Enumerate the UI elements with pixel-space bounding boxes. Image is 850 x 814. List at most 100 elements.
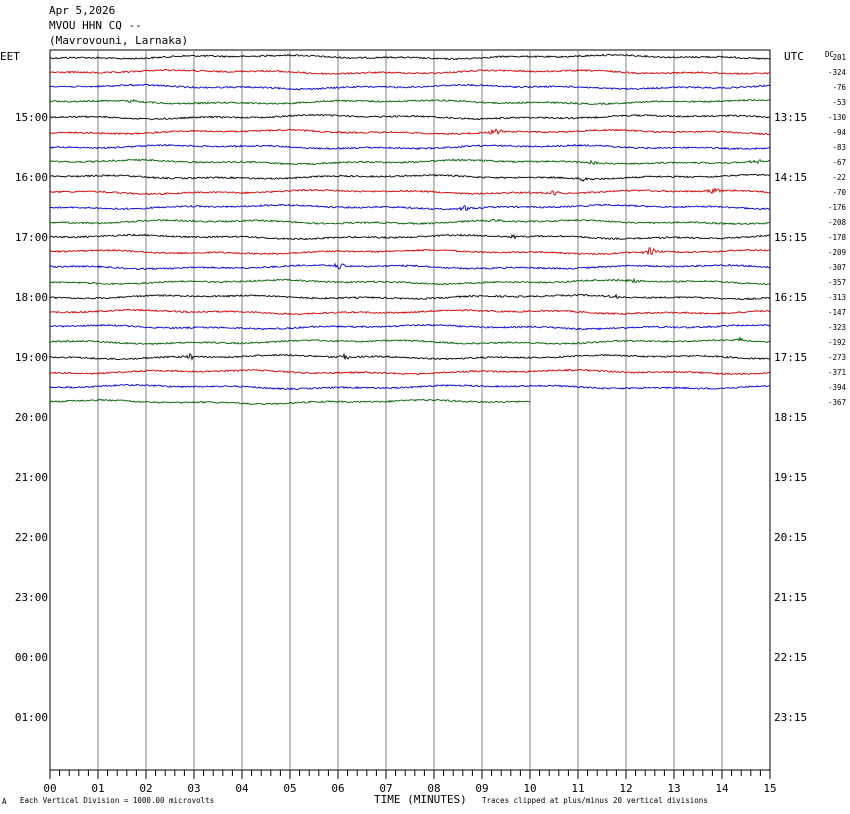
trace-line-4	[49, 98, 771, 106]
dc-offset-label: -394	[828, 383, 847, 392]
right-timezone-label: UTC	[784, 50, 804, 63]
x-tick-labels: 00 01 02 03 04 05 06 07 08 09 10 11 12 13 14 15	[43, 782, 776, 795]
dc-offset-label: -324	[828, 68, 847, 77]
right-hour-label: 22:15	[774, 651, 807, 664]
dc-offset-label: -208	[828, 218, 847, 227]
hour-labels: 15:00 16:00 17:00 18:00 19:00 20:00 21:00 22:00…	[15, 111, 807, 724]
trace-line-22	[49, 368, 771, 376]
dc-header-label: DC	[825, 50, 834, 59]
dc-offset-label: -192	[828, 338, 846, 347]
station-location: (Mavrovouni, Larnaka)	[49, 34, 189, 47]
left-hour-label: 20:00	[15, 411, 48, 424]
left-hour-label: 18:00	[15, 291, 48, 304]
x-tick-label: 02	[139, 782, 152, 795]
trace-line-16	[49, 277, 771, 286]
dc-offset-label: -307	[828, 263, 846, 272]
seismic-traces	[49, 53, 771, 406]
trace-line-9	[49, 173, 771, 183]
scale-note: Each Vertical Division = 1000.00 microvo…	[20, 796, 215, 805]
trace-line-11	[49, 203, 771, 212]
trace-line-8	[49, 158, 771, 166]
trace-line-23	[49, 383, 771, 391]
x-axis-title: TIME (MINUTES)	[374, 793, 467, 806]
x-axis-ticks	[49, 770, 771, 779]
x-tick-label: 10	[523, 782, 536, 795]
trace-line-1	[49, 53, 771, 61]
dc-offset-label: -209	[828, 248, 846, 257]
dc-offset-labels: 201 -324 -76 -53 -130 -94 -83 -67 -22 -70 -176 -208…	[828, 53, 847, 407]
x-tick-label: 06	[331, 782, 344, 795]
dc-offset-label: -76	[832, 83, 846, 92]
dc-offset-label: -70	[832, 188, 846, 197]
dc-offset-label: -147	[828, 308, 846, 317]
plot-frame	[49, 49, 771, 771]
left-hour-label: 21:00	[15, 471, 48, 484]
dc-offset-label: -53	[832, 98, 846, 107]
trace-line-12	[49, 218, 771, 226]
dc-offset-label: -67	[832, 158, 846, 167]
right-hour-label: 23:15	[774, 711, 807, 724]
trace-line-15	[49, 262, 771, 271]
dc-offset-label: -22	[832, 173, 846, 182]
x-tick-label: 07	[379, 782, 392, 795]
trace-line-17	[49, 293, 771, 301]
x-tick-label: 15	[763, 782, 776, 795]
minute-gridlines	[97, 50, 723, 770]
clip-note: Traces clipped at plus/minus 20 vertical…	[482, 796, 708, 805]
trace-line-2	[49, 68, 771, 76]
left-hour-label: 16:00	[15, 171, 48, 184]
dc-offset-label: -176	[828, 203, 847, 212]
right-hour-label: 17:15	[774, 351, 807, 364]
corner-mark: A	[2, 797, 7, 806]
x-tick-label: 00	[43, 782, 56, 795]
right-hour-label: 21:15	[774, 591, 807, 604]
dc-offset-label: -83	[832, 143, 846, 152]
right-hour-label: 20:15	[774, 531, 807, 544]
x-tick-label: 09	[475, 782, 488, 795]
right-hour-label: 19:15	[774, 471, 807, 484]
trace-line-5	[49, 113, 771, 121]
plot-date: Apr 5,2026	[49, 4, 116, 17]
dc-offset-label: -273	[828, 353, 846, 362]
trace-line-20	[49, 336, 771, 346]
left-hour-label: 01:00	[15, 711, 48, 724]
x-tick-label: 05	[283, 782, 296, 795]
dc-offset-label: -367	[828, 398, 846, 407]
left-hour-label: 22:00	[15, 531, 48, 544]
trace-line-21	[49, 352, 771, 362]
dc-offset-label: -313	[828, 293, 846, 302]
trace-line-14	[49, 247, 771, 256]
left-hour-label: 17:00	[15, 231, 48, 244]
dc-offset-label: -371	[828, 368, 846, 377]
x-tick-label: 04	[235, 782, 249, 795]
right-hour-label: 15:15	[774, 231, 807, 244]
dc-offset-label: -94	[832, 128, 846, 137]
dc-offset-label: -130	[828, 113, 847, 122]
right-hour-label: 14:15	[774, 171, 807, 184]
left-hour-label: 19:00	[15, 351, 48, 364]
x-tick-label: 01	[91, 782, 104, 795]
dc-offset-label: -357	[828, 278, 846, 287]
dc-offset-label: -178	[828, 233, 847, 242]
station-code: MVOU HHN CQ --	[49, 19, 142, 32]
left-hour-label: 15:00	[15, 111, 48, 124]
dc-offset-label: -323	[828, 323, 846, 332]
trace-line-13	[49, 233, 771, 241]
x-tick-label: 14	[715, 782, 729, 795]
trace-line-18	[49, 308, 771, 316]
x-tick-label: 03	[187, 782, 200, 795]
right-hour-label: 18:15	[774, 411, 807, 424]
left-hour-label: 00:00	[15, 651, 48, 664]
trace-line-10	[49, 187, 771, 196]
trace-line-24	[49, 398, 531, 406]
left-hour-label: 23:00	[15, 591, 48, 604]
right-hour-label: 13:15	[774, 111, 807, 124]
x-tick-label: 12	[619, 782, 632, 795]
right-hour-label: 16:15	[774, 291, 807, 304]
trace-line-19	[49, 323, 771, 331]
dc-offset-label: 201	[832, 53, 846, 62]
x-tick-label: 11	[571, 782, 584, 795]
left-timezone-label: EET	[0, 50, 20, 63]
x-tick-label: 13	[667, 782, 680, 795]
